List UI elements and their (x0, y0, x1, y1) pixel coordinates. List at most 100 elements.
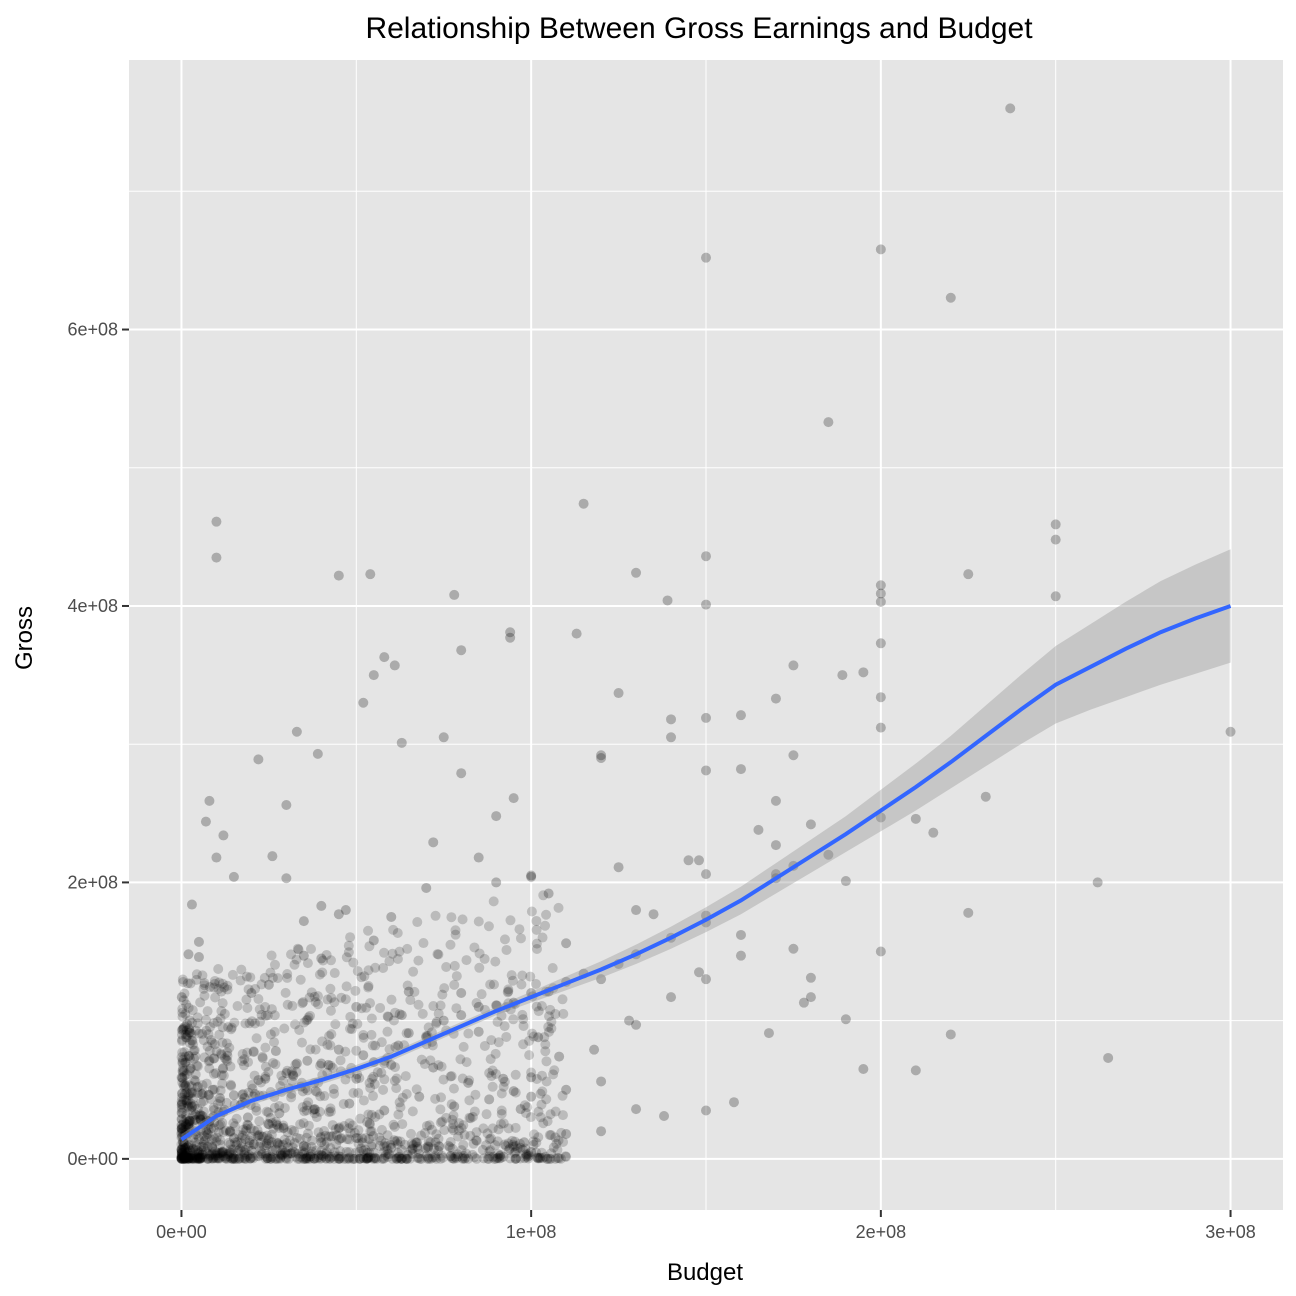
cluster-point (277, 1075, 288, 1086)
cluster-point (177, 1153, 188, 1164)
cluster-point (389, 1075, 400, 1086)
cluster-point (297, 1146, 308, 1157)
cluster-point (249, 1018, 260, 1029)
cluster-point (458, 1139, 469, 1150)
cluster-point (503, 1138, 514, 1149)
cluster-point (262, 1153, 273, 1164)
cluster-point (335, 1133, 346, 1144)
cluster-point (482, 1128, 493, 1139)
cluster-point (327, 1131, 338, 1142)
cluster-point (297, 1102, 308, 1113)
cluster-point (236, 1138, 247, 1149)
cluster-point (483, 921, 494, 932)
cluster-point (537, 1153, 548, 1164)
cluster-point (541, 1094, 552, 1105)
cluster-point (246, 1016, 257, 1027)
cluster-point (363, 1109, 374, 1120)
cluster-point (383, 1148, 394, 1159)
cluster-point (447, 1123, 458, 1134)
data-point (963, 907, 974, 918)
cluster-point (425, 1137, 436, 1148)
cluster-point (427, 1040, 438, 1051)
cluster-point (519, 1153, 530, 1164)
cluster-point (354, 1146, 365, 1157)
cluster-point (539, 1032, 550, 1043)
cluster-point (407, 1143, 418, 1154)
cluster-point (467, 1149, 478, 1160)
data-point (179, 1088, 190, 1099)
cluster-point (431, 1018, 442, 1029)
data-point (508, 1086, 519, 1097)
data-point (403, 986, 414, 997)
cluster-point (326, 992, 337, 1003)
cluster-point (401, 1153, 412, 1164)
cluster-point (510, 1146, 521, 1157)
cluster-point (208, 1053, 219, 1064)
cluster-point (222, 1151, 233, 1162)
cluster-point (391, 1153, 402, 1164)
data-point (449, 589, 460, 600)
cluster-point (199, 1135, 210, 1146)
cluster-point (229, 1121, 240, 1132)
cluster-point (433, 1145, 444, 1156)
cluster-point (447, 1153, 458, 1164)
cluster-point (424, 1153, 435, 1164)
cluster-point (374, 1140, 385, 1151)
data-point (701, 1105, 711, 1116)
cluster-point (488, 979, 499, 990)
cluster-point (260, 1042, 271, 1053)
cluster-point (198, 983, 209, 994)
cluster-point (553, 1153, 564, 1164)
cluster-point (217, 1022, 228, 1033)
cluster-point (206, 1034, 217, 1045)
cluster-point (417, 1008, 428, 1019)
cluster-point (347, 1120, 358, 1131)
cluster-point (335, 1151, 346, 1162)
cluster-point (329, 1147, 340, 1158)
cluster-point (269, 959, 280, 970)
cluster-point (226, 1080, 237, 1091)
data-point (438, 732, 449, 743)
cluster-point (192, 1152, 203, 1163)
cluster-point (282, 1149, 293, 1160)
cluster-point (227, 969, 238, 980)
cluster-point (363, 925, 374, 936)
cluster-point (437, 1116, 448, 1127)
cluster-point (190, 1144, 201, 1155)
cluster-point (177, 1151, 188, 1162)
cluster-point (447, 1114, 458, 1125)
cluster-point (333, 1153, 344, 1164)
cluster-point (321, 949, 332, 960)
data-point (735, 710, 746, 721)
cluster-point (195, 1153, 206, 1164)
cluster-point (348, 1153, 359, 1164)
data-point (910, 813, 921, 824)
cluster-point (269, 1010, 280, 1021)
data-point (858, 1064, 869, 1075)
cluster-point (453, 1118, 464, 1129)
cluster-point (422, 1153, 433, 1164)
cluster-point (280, 987, 291, 998)
cluster-point (334, 1153, 345, 1164)
cluster-point (185, 1088, 196, 1099)
cluster-point (297, 998, 308, 1009)
cluster-point (212, 1016, 223, 1027)
cluster-point (304, 992, 315, 1003)
cluster-point (331, 1139, 342, 1150)
cluster-point (295, 974, 306, 985)
cluster-point (550, 1106, 561, 1117)
cluster-point (180, 1080, 191, 1091)
cluster-point (266, 1136, 277, 1147)
data-point (875, 812, 886, 823)
cluster-point (348, 957, 359, 968)
cluster-point (301, 1100, 312, 1111)
cluster-point (220, 1152, 231, 1163)
data-point (389, 660, 400, 671)
cluster-point (402, 943, 413, 954)
cluster-point (232, 1001, 243, 1012)
cluster-point (353, 1125, 364, 1136)
data-point (344, 1098, 355, 1109)
cluster-point (260, 1001, 271, 1012)
cluster-point (181, 1025, 192, 1036)
data-point (211, 552, 222, 563)
